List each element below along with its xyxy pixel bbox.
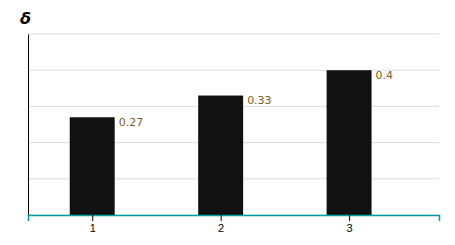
chart: 1 2 3 0.27 0.33 0.4 δ (0, 0, 455, 245)
x-tick: 1 (90, 215, 96, 234)
y-axis (28, 35, 30, 216)
bar (327, 70, 372, 215)
x-tick: 2 (218, 215, 224, 234)
x-tick-label: 1 (90, 222, 96, 234)
data-label: 0.33 (247, 94, 272, 107)
grid (28, 34, 439, 215)
y-axis-title: δ (20, 9, 31, 28)
x-tick-mark (221, 215, 222, 221)
data-label: 0.27 (119, 116, 144, 129)
x-axis-line (29, 216, 440, 222)
grid-line (28, 34, 439, 35)
x-tick-label: 2 (218, 222, 224, 234)
data-labels: 0.27 0.33 0.4 (119, 69, 393, 129)
data-label: 0.4 (376, 69, 394, 82)
x-tick-mark (349, 215, 350, 221)
x-tick: 3 (347, 215, 353, 234)
bar (198, 96, 243, 215)
x-axis: 1 2 3 (29, 215, 440, 234)
x-tick-mark (92, 215, 93, 221)
bars (70, 70, 372, 215)
plot: 1 2 3 0.27 0.33 0.4 (28, 34, 440, 234)
x-tick-label: 3 (347, 222, 353, 234)
y-axis-line (28, 35, 29, 216)
bar (70, 117, 115, 215)
